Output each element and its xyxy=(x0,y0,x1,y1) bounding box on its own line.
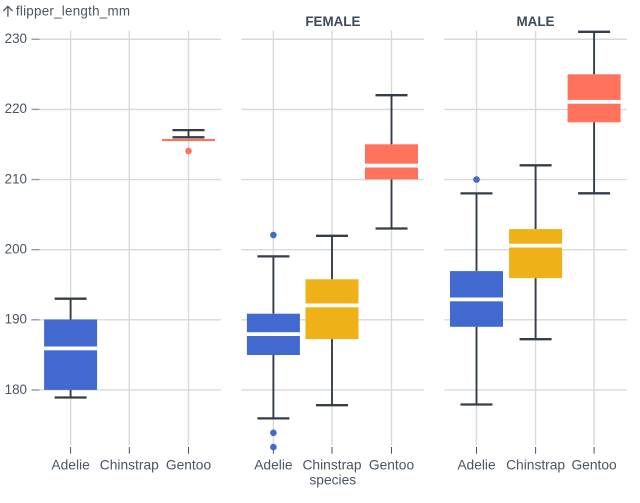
svg-text:Chinstrap: Chinstrap xyxy=(100,457,159,472)
svg-text:Chinstrap: Chinstrap xyxy=(506,457,565,472)
svg-text:Chinstrap: Chinstrap xyxy=(302,457,361,472)
svg-text:180: 180 xyxy=(5,382,27,397)
svg-text:220: 220 xyxy=(5,101,27,116)
svg-text:Gentoo: Gentoo xyxy=(369,457,415,472)
svg-text:Gentoo: Gentoo xyxy=(571,457,617,472)
svg-text:MALE: MALE xyxy=(517,14,555,29)
svg-text:190: 190 xyxy=(5,312,27,327)
svg-text:Gentoo: Gentoo xyxy=(166,457,212,472)
svg-text:230: 230 xyxy=(5,31,27,46)
svg-text:210: 210 xyxy=(5,171,27,186)
svg-text:flipper_length_mm: flipper_length_mm xyxy=(16,4,130,19)
svg-text:Adelie: Adelie xyxy=(254,457,293,472)
svg-text:Adelie: Adelie xyxy=(457,457,496,472)
svg-text:species: species xyxy=(309,473,356,488)
svg-text:200: 200 xyxy=(5,242,27,257)
svg-text:Adelie: Adelie xyxy=(51,457,90,472)
svg-text:FEMALE: FEMALE xyxy=(305,14,360,29)
